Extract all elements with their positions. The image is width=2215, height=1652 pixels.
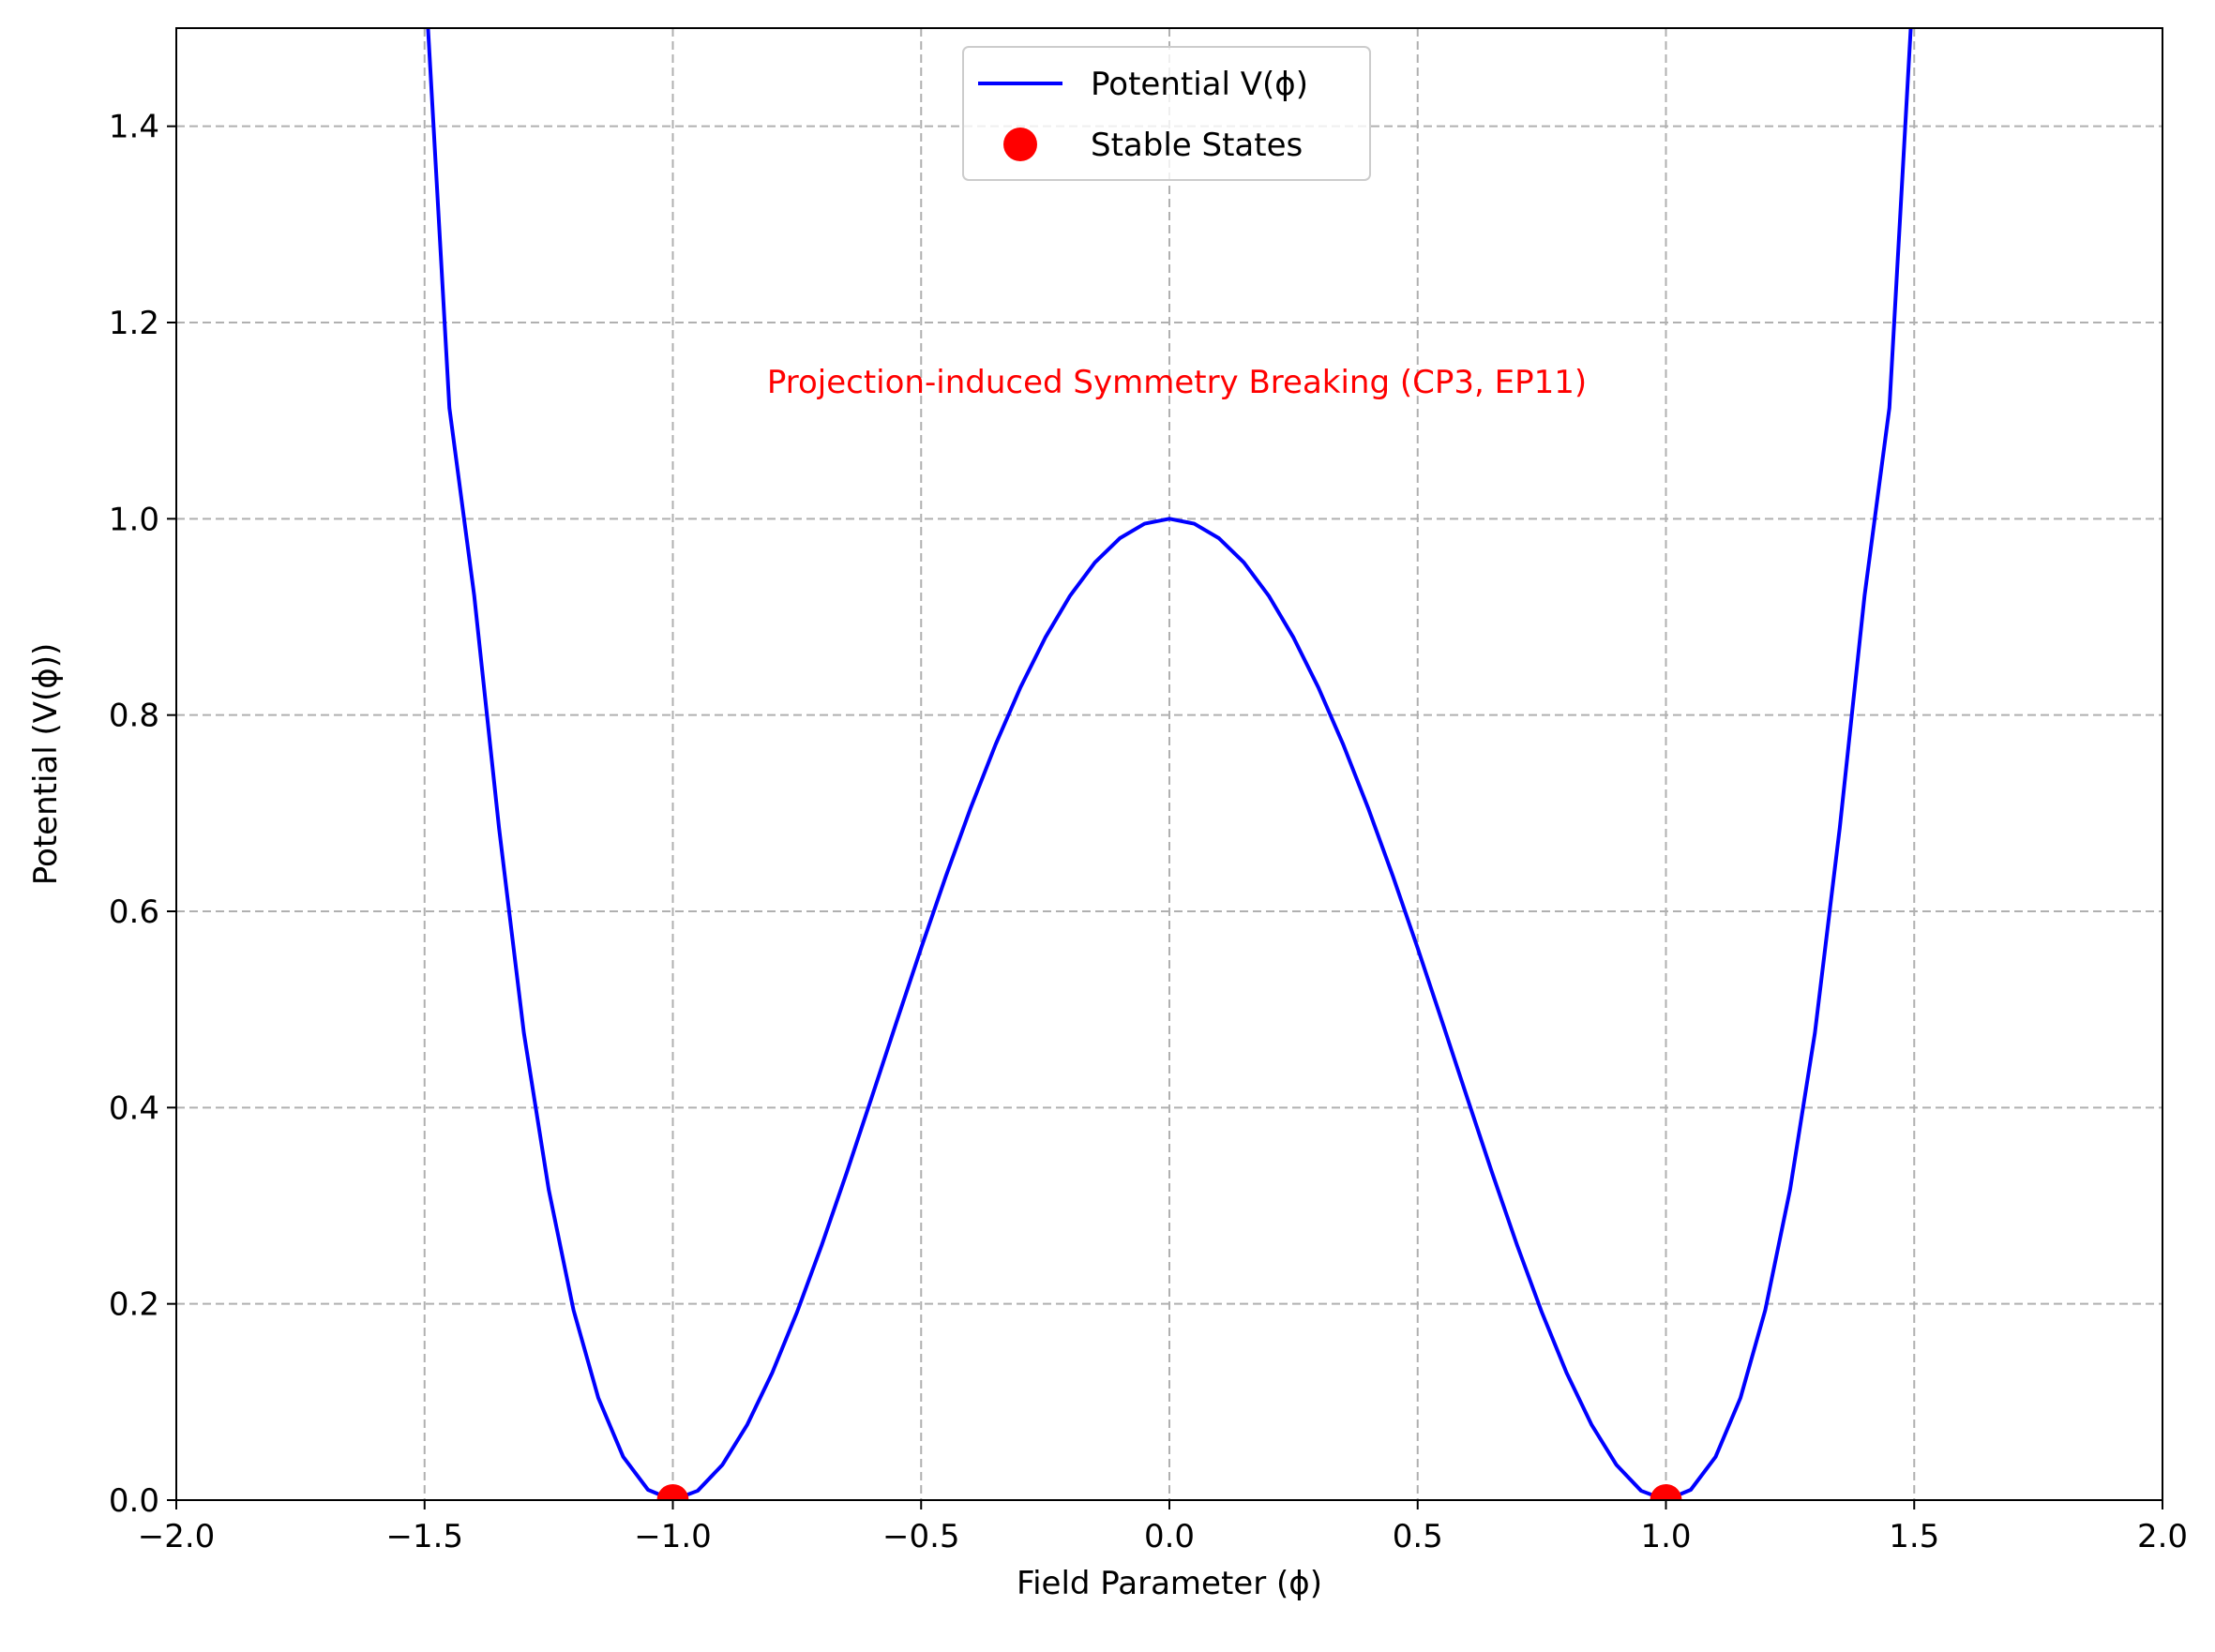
x-tick-label: −0.5 [882, 1518, 960, 1555]
legend-box [962, 46, 1371, 181]
legend-label-stable-states: Stable States [1091, 127, 1303, 164]
y-tick-label: 0.2 [109, 1286, 159, 1324]
legend-label-potential: Potential V(ϕ) [1091, 66, 1308, 103]
y-tick-label: 0.4 [109, 1089, 159, 1127]
y-axis-label: Potential (V(ϕ)) [27, 643, 65, 886]
x-tick-label: 2.0 [2137, 1518, 2188, 1555]
y-tick-label: 1.4 [109, 109, 159, 146]
x-tick-label: 0.5 [1393, 1518, 1443, 1555]
x-tick-label: −1.5 [385, 1518, 463, 1555]
stable-state-point [1650, 1484, 1682, 1500]
y-tick-label: 0.6 [109, 894, 159, 931]
x-tick-label: 1.5 [1889, 1518, 1939, 1555]
y-tick-label: 1.0 [109, 501, 159, 538]
x-tick-label: 1.0 [1640, 1518, 1691, 1555]
legend-marker-swatch [1003, 128, 1037, 161]
legend: Potential V(ϕ) Stable States [962, 46, 1371, 181]
y-tick-label: 1.2 [109, 305, 159, 342]
axis-ticks: −2.0 −1.5 −1.0 −0.5 0.0 0.5 1.0 1.5 2.0 0.0 0.2 0.4… [109, 109, 2188, 1555]
x-axis-label: Field Parameter (ϕ) [1017, 1565, 1322, 1602]
stable-state-point [656, 1484, 689, 1500]
plot-area [426, 28, 1913, 1500]
x-tick-label: 0.0 [1144, 1518, 1195, 1555]
x-tick-label: −2.0 [138, 1518, 216, 1555]
x-tick-label: −1.0 [634, 1518, 712, 1555]
y-tick-label: 0.8 [109, 698, 159, 735]
y-tick-label: 0.0 [109, 1482, 159, 1520]
annotation-label: Projection-induced Symmetry Breaking (CP… [767, 364, 1587, 401]
potential-curve [426, 28, 1913, 1500]
